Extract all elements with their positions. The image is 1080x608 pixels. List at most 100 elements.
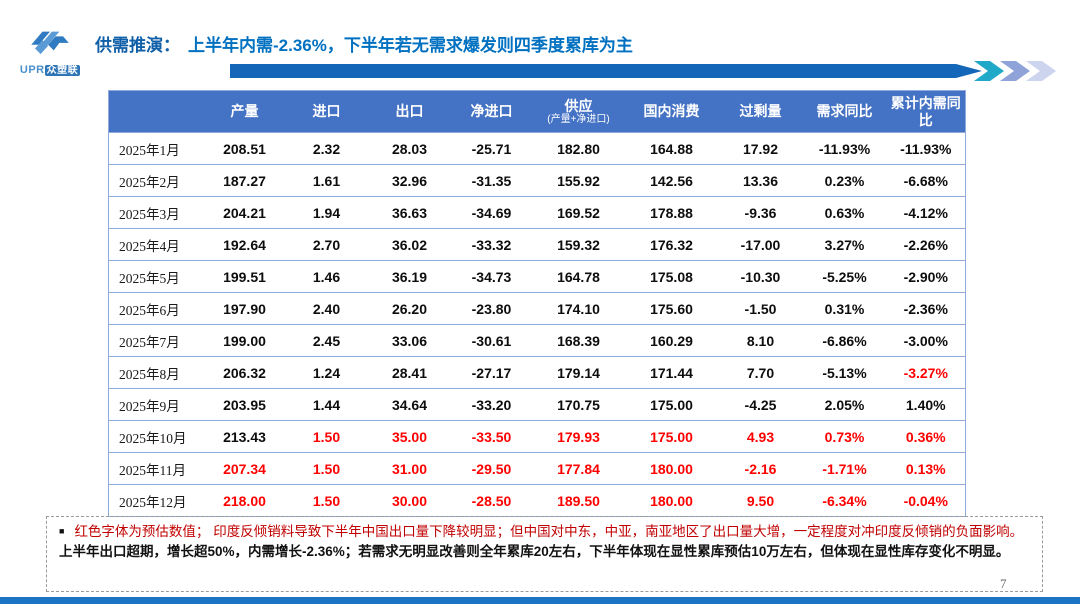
value-cell: 187.27 <box>204 164 285 197</box>
value-cell: 35.00 <box>368 420 451 453</box>
month-cell: 2025年12月 <box>108 484 205 517</box>
value-cell: 176.32 <box>624 228 719 261</box>
value-cell: 164.78 <box>532 260 625 293</box>
month-cell: 2025年1月 <box>108 132 205 165</box>
page-number: 7 <box>1000 576 1007 591</box>
value-cell: 2.45 <box>284 324 369 357</box>
value-cell: -27.17 <box>450 356 533 389</box>
arrow-band-decoration <box>230 61 1056 81</box>
table-row: 2025年6月 197.90 2.40 26.20 -23.80 174.10 175.60… <box>108 292 966 325</box>
value-cell: -30.61 <box>450 324 533 357</box>
value-cell: -2.90% <box>886 260 966 293</box>
table-row: 2025年10月 213.43 1.50 35.00 -33.50 179.93 175.0… <box>108 420 966 453</box>
table-row: 2025年1月 208.51 2.32 28.03 -25.71 182.80 164.88… <box>108 132 966 165</box>
value-cell: 31.00 <box>368 452 451 485</box>
value-cell: -11.93% <box>802 132 887 165</box>
value-cell: 1.50 <box>284 484 369 517</box>
value-cell: -9.36 <box>718 196 803 229</box>
value-cell: -1.50 <box>718 292 803 325</box>
value-cell: -11.93% <box>886 132 966 165</box>
value-cell: -29.50 <box>450 452 533 485</box>
value-cell: 189.50 <box>532 484 625 517</box>
value-cell: 182.80 <box>532 132 625 165</box>
value-cell: 179.93 <box>532 420 625 453</box>
value-cell: 36.02 <box>368 228 451 261</box>
value-cell: -4.25 <box>718 388 803 421</box>
col-header-surplus: 过剩量 <box>718 90 803 133</box>
value-cell: 0.73% <box>802 420 887 453</box>
col-header-domestic-consumption: 国内消费 <box>624 90 719 133</box>
value-cell: 164.88 <box>624 132 719 165</box>
value-cell: 1.40% <box>886 388 966 421</box>
value-cell: -25.71 <box>450 132 533 165</box>
value-cell: 2.70 <box>284 228 369 261</box>
month-cell: 2025年8月 <box>108 356 205 389</box>
value-cell: -6.34% <box>802 484 887 517</box>
value-cell: 8.10 <box>718 324 803 357</box>
value-cell: 169.52 <box>532 196 625 229</box>
col-header-supply-sub: (产量+净进口) <box>547 113 610 125</box>
table-row: 2025年5月 199.51 1.46 36.19 -34.73 164.78 175.08… <box>108 260 966 293</box>
value-cell: -1.71% <box>802 452 887 485</box>
value-cell: -2.26% <box>886 228 966 261</box>
col-header-month <box>108 90 205 133</box>
value-cell: 218.00 <box>204 484 285 517</box>
value-cell: 177.84 <box>532 452 625 485</box>
table-row: 2025年2月 187.27 1.61 32.96 -31.35 155.92 142.56… <box>108 164 966 197</box>
col-header-import: 进口 <box>284 90 369 133</box>
value-cell: 30.00 <box>368 484 451 517</box>
table-row: 2025年12月 218.00 1.50 30.00 -28.50 189.50 180.0… <box>108 484 966 517</box>
col-header-demand-yoy: 需求同比 <box>802 90 887 133</box>
value-cell: 28.41 <box>368 356 451 389</box>
value-cell: 213.43 <box>204 420 285 453</box>
table-row: 2025年11月 207.34 1.50 31.00 -29.50 177.84 180.0… <box>108 452 966 485</box>
value-cell: 175.08 <box>624 260 719 293</box>
table-body: 2025年1月 208.51 2.32 28.03 -25.71 182.80 164.88… <box>108 132 966 517</box>
value-cell: -10.30 <box>718 260 803 293</box>
value-cell: 26.20 <box>368 292 451 325</box>
value-cell: 142.56 <box>624 164 719 197</box>
value-cell: -28.50 <box>450 484 533 517</box>
value-cell: 179.14 <box>532 356 625 389</box>
value-cell: 199.51 <box>204 260 285 293</box>
value-cell: 175.60 <box>624 292 719 325</box>
value-cell: -34.69 <box>450 196 533 229</box>
value-cell: -2.36% <box>886 292 966 325</box>
value-cell: 207.34 <box>204 452 285 485</box>
table-row: 2025年7月 199.00 2.45 33.06 -30.61 168.39 160.29… <box>108 324 966 357</box>
value-cell: -33.20 <box>450 388 533 421</box>
value-cell: 1.50 <box>284 420 369 453</box>
table-header-row: 产量 进口 出口 净进口 供应 (产量+净进口) 国内消费 过剩量 需求同比 累计… <box>108 90 966 133</box>
footnote-red-text: 红色字体为预估数值； 印度反倾销料导致下半年中国出口量下降较明显；但中国对中东，… <box>74 524 1024 539</box>
value-cell: 7.70 <box>718 356 803 389</box>
value-cell: 32.96 <box>368 164 451 197</box>
value-cell: -4.12% <box>886 196 966 229</box>
value-cell: -5.25% <box>802 260 887 293</box>
value-cell: -31.35 <box>450 164 533 197</box>
value-cell: 170.75 <box>532 388 625 421</box>
month-cell: 2025年5月 <box>108 260 205 293</box>
value-cell: 206.32 <box>204 356 285 389</box>
title-prefix: 供需推演： <box>95 36 180 55</box>
col-header-cumulative-demand-yoy: 累计内需同比 <box>886 90 966 133</box>
brand-logo-icon <box>31 31 69 55</box>
value-cell: 160.29 <box>624 324 719 357</box>
value-cell: -33.50 <box>450 420 533 453</box>
bottom-bar-decoration <box>0 597 1080 604</box>
brand-badge: 众塑联 <box>44 65 81 76</box>
title-main: 上半年内需-2.36%，下半年若无需求爆发则四季度累库为主 <box>188 36 633 55</box>
month-cell: 2025年10月 <box>108 420 205 453</box>
col-header-export: 出口 <box>368 90 451 133</box>
value-cell: 168.39 <box>532 324 625 357</box>
col-header-net-import: 净进口 <box>450 90 533 133</box>
value-cell: 199.00 <box>204 324 285 357</box>
value-cell: -3.00% <box>886 324 966 357</box>
value-cell: -0.04% <box>886 484 966 517</box>
table-row: 2025年3月 204.21 1.94 36.63 -34.69 169.52 178.88… <box>108 196 966 229</box>
month-cell: 2025年9月 <box>108 388 205 421</box>
value-cell: 9.50 <box>718 484 803 517</box>
value-cell: -17.00 <box>718 228 803 261</box>
footnote-box: ■ 红色字体为预估数值； 印度反倾销料导致下半年中国出口量下降较明显；但中国对中东… <box>46 516 1043 592</box>
value-cell: 0.23% <box>802 164 887 197</box>
value-cell: 33.06 <box>368 324 451 357</box>
